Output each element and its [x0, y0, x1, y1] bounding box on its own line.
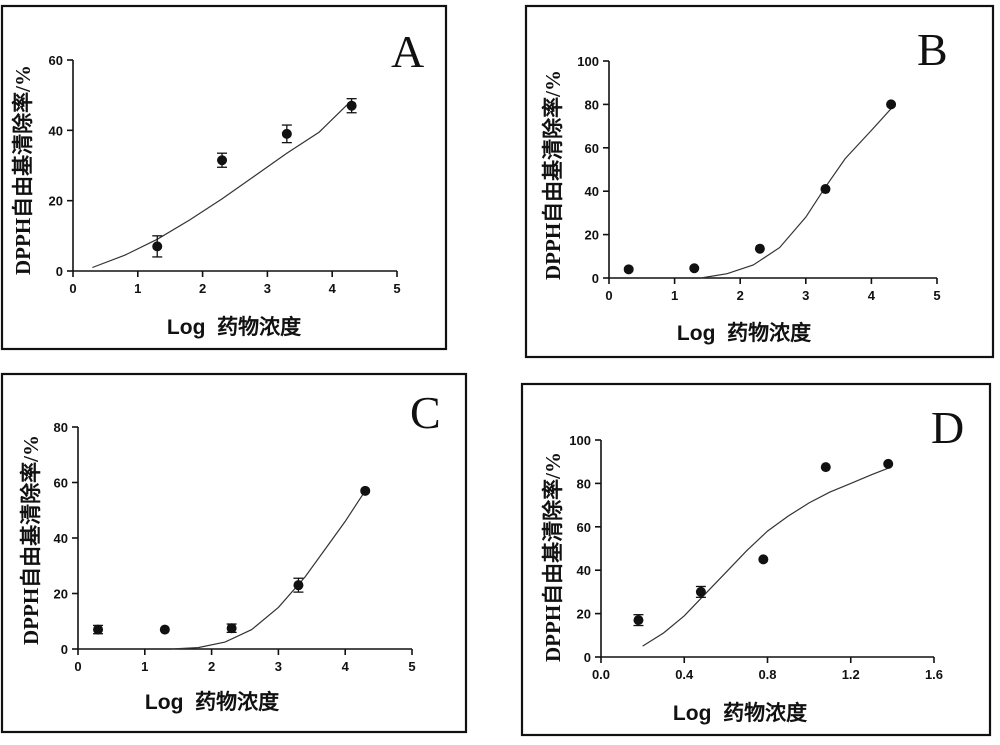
panel-c-y-tick-label: 60	[54, 476, 68, 491]
panel-a-fit-curve	[92, 99, 353, 269]
panel-d-y-tick-label: 80	[577, 476, 591, 491]
panel-b-data-point	[820, 184, 831, 195]
panel-d-x-tick-label: 1.6	[925, 667, 943, 682]
panel-a-frame	[0, 4, 448, 351]
panel-a-xlabel: Log 药物浓度	[167, 315, 301, 339]
panel-d-y-tick-label: 40	[577, 563, 591, 578]
panel-d-data-point	[695, 586, 706, 597]
panel-a-data-point	[217, 155, 228, 166]
panel-d-y-tick-label: 0	[584, 650, 591, 665]
panel-b-y-tick-label: 20	[585, 228, 599, 243]
panel-a-x-tick-label: 0	[69, 281, 76, 296]
panel-d-xlabel: Log 药物浓度	[673, 701, 807, 725]
panel-b-letter: B	[917, 24, 948, 75]
panel-b: B DPPH自由基清除率/% Log 药物浓度 0 1 2 3 4 5 0 20 40 60 80 1…	[524, 4, 995, 359]
panel-c-x-tick-label: 3	[275, 659, 282, 674]
panel-b-y-tick-label: 40	[585, 184, 599, 199]
panel-c-ylabel: DPPH自由基清除率/%	[19, 435, 43, 645]
panel-c-y-tick-label: 40	[54, 531, 68, 546]
panel-a-letter: A	[391, 26, 424, 77]
panel-b-data-point	[754, 243, 765, 254]
panel-d-x-tick-label: 1.2	[842, 667, 860, 682]
panel-b-y-tick-label: 80	[585, 97, 599, 112]
panel-a-x-tick-label: 4	[329, 281, 337, 296]
panel-b-x-tick-label: 3	[802, 288, 809, 303]
panel-a-data-point	[281, 128, 292, 139]
panel-c-data-point	[93, 624, 104, 635]
panel-a: A DPPH自由基清除率/% Log 药物浓度 0 1 2 3 4 5 0 20 40 60	[0, 4, 448, 351]
panel-b-y-tick-label: 0	[592, 271, 599, 286]
panel-c-data-point	[293, 580, 304, 591]
panel-c-frame	[0, 372, 468, 734]
panel-a-x-tick-label: 3	[264, 281, 271, 296]
panel-d-fit-curve	[642, 467, 889, 647]
panel-a-x-tick-label: 2	[199, 281, 206, 296]
panel-b-ylabel: DPPH自由基清除率/%	[541, 70, 565, 280]
panel-a-data-point	[152, 241, 163, 252]
panel-a-y-tick-label: 60	[49, 53, 63, 68]
panel-c-y-tick-label: 20	[54, 587, 68, 602]
panel-d-letter: D	[931, 402, 964, 453]
panel-c-y-tick-label: 80	[54, 420, 68, 435]
panel-c-data-point	[159, 624, 170, 635]
panel-b-x-tick-label: 0	[605, 288, 612, 303]
panel-b-xlabel: Log 药物浓度	[677, 321, 811, 345]
panel-c-fit-curve	[171, 490, 366, 650]
panel-d-data-point	[758, 554, 769, 565]
panel-b-x-tick-label: 5	[933, 288, 940, 303]
panel-c-y-tick-label: 0	[61, 642, 68, 657]
panel-a-ylabel: DPPH自由基清除率/%	[11, 65, 35, 275]
panel-d-y-tick-label: 20	[577, 607, 591, 622]
panel-d-y-tick-label: 100	[569, 433, 591, 448]
panel-d-data-point	[820, 462, 831, 473]
panel-c-x-tick-label: 5	[408, 659, 415, 674]
panel-b-data-point	[886, 99, 897, 110]
panel-d-x-tick-label: 0.0	[592, 667, 610, 682]
panel-d-y-tick-label: 60	[577, 520, 591, 535]
panel-c-x-tick-label: 1	[141, 659, 148, 674]
panel-a-y-tick-label: 40	[49, 123, 63, 138]
panel-a-y-tick-label: 0	[56, 264, 63, 279]
panel-d-ylabel: DPPH自由基清除率/%	[541, 452, 565, 662]
panel-a-y-tick-label: 20	[49, 194, 63, 209]
panel-d-data-point	[883, 458, 894, 469]
panel-d-frame	[520, 382, 992, 737]
panel-d-data-point	[633, 615, 644, 626]
panel-c-x-tick-label: 0	[74, 659, 81, 674]
panel-b-fit-curve	[700, 108, 892, 279]
panel-b-x-tick-label: 4	[868, 288, 876, 303]
panel-b-y-tick-label: 100	[577, 54, 599, 69]
panel-d-x-tick-label: 0.8	[758, 667, 776, 682]
panel-b-data-point	[623, 264, 634, 275]
panel-b-x-tick-label: 2	[737, 288, 744, 303]
panel-b-x-tick-label: 1	[671, 288, 678, 303]
panel-c-data-point	[226, 623, 237, 634]
panel-b-data-point	[689, 263, 700, 274]
panel-a-x-tick-label: 5	[393, 281, 400, 296]
panel-d: D DPPH自由基清除率/% Log 药物浓度 0.0 0.4 0.8 1.2 1.6 0…	[520, 382, 992, 737]
panel-d-x-tick-label: 0.4	[675, 667, 694, 682]
panel-a-x-tick-label: 1	[134, 281, 141, 296]
panel-b-y-tick-label: 60	[585, 141, 599, 156]
panel-c-xlabel: Log 药物浓度	[145, 690, 279, 714]
panel-a-data-point	[346, 100, 357, 111]
panel-c-x-tick-label: 4	[342, 659, 350, 674]
panel-c-x-tick-label: 2	[208, 659, 215, 674]
panel-c: C DPPH自由基清除率/% Log 药物浓度 0 1 2 3 4 5 0 20 40 60 80	[0, 372, 468, 734]
panel-c-data-point	[360, 485, 371, 496]
panel-b-frame	[524, 4, 995, 359]
panel-c-letter: C	[410, 387, 441, 438]
